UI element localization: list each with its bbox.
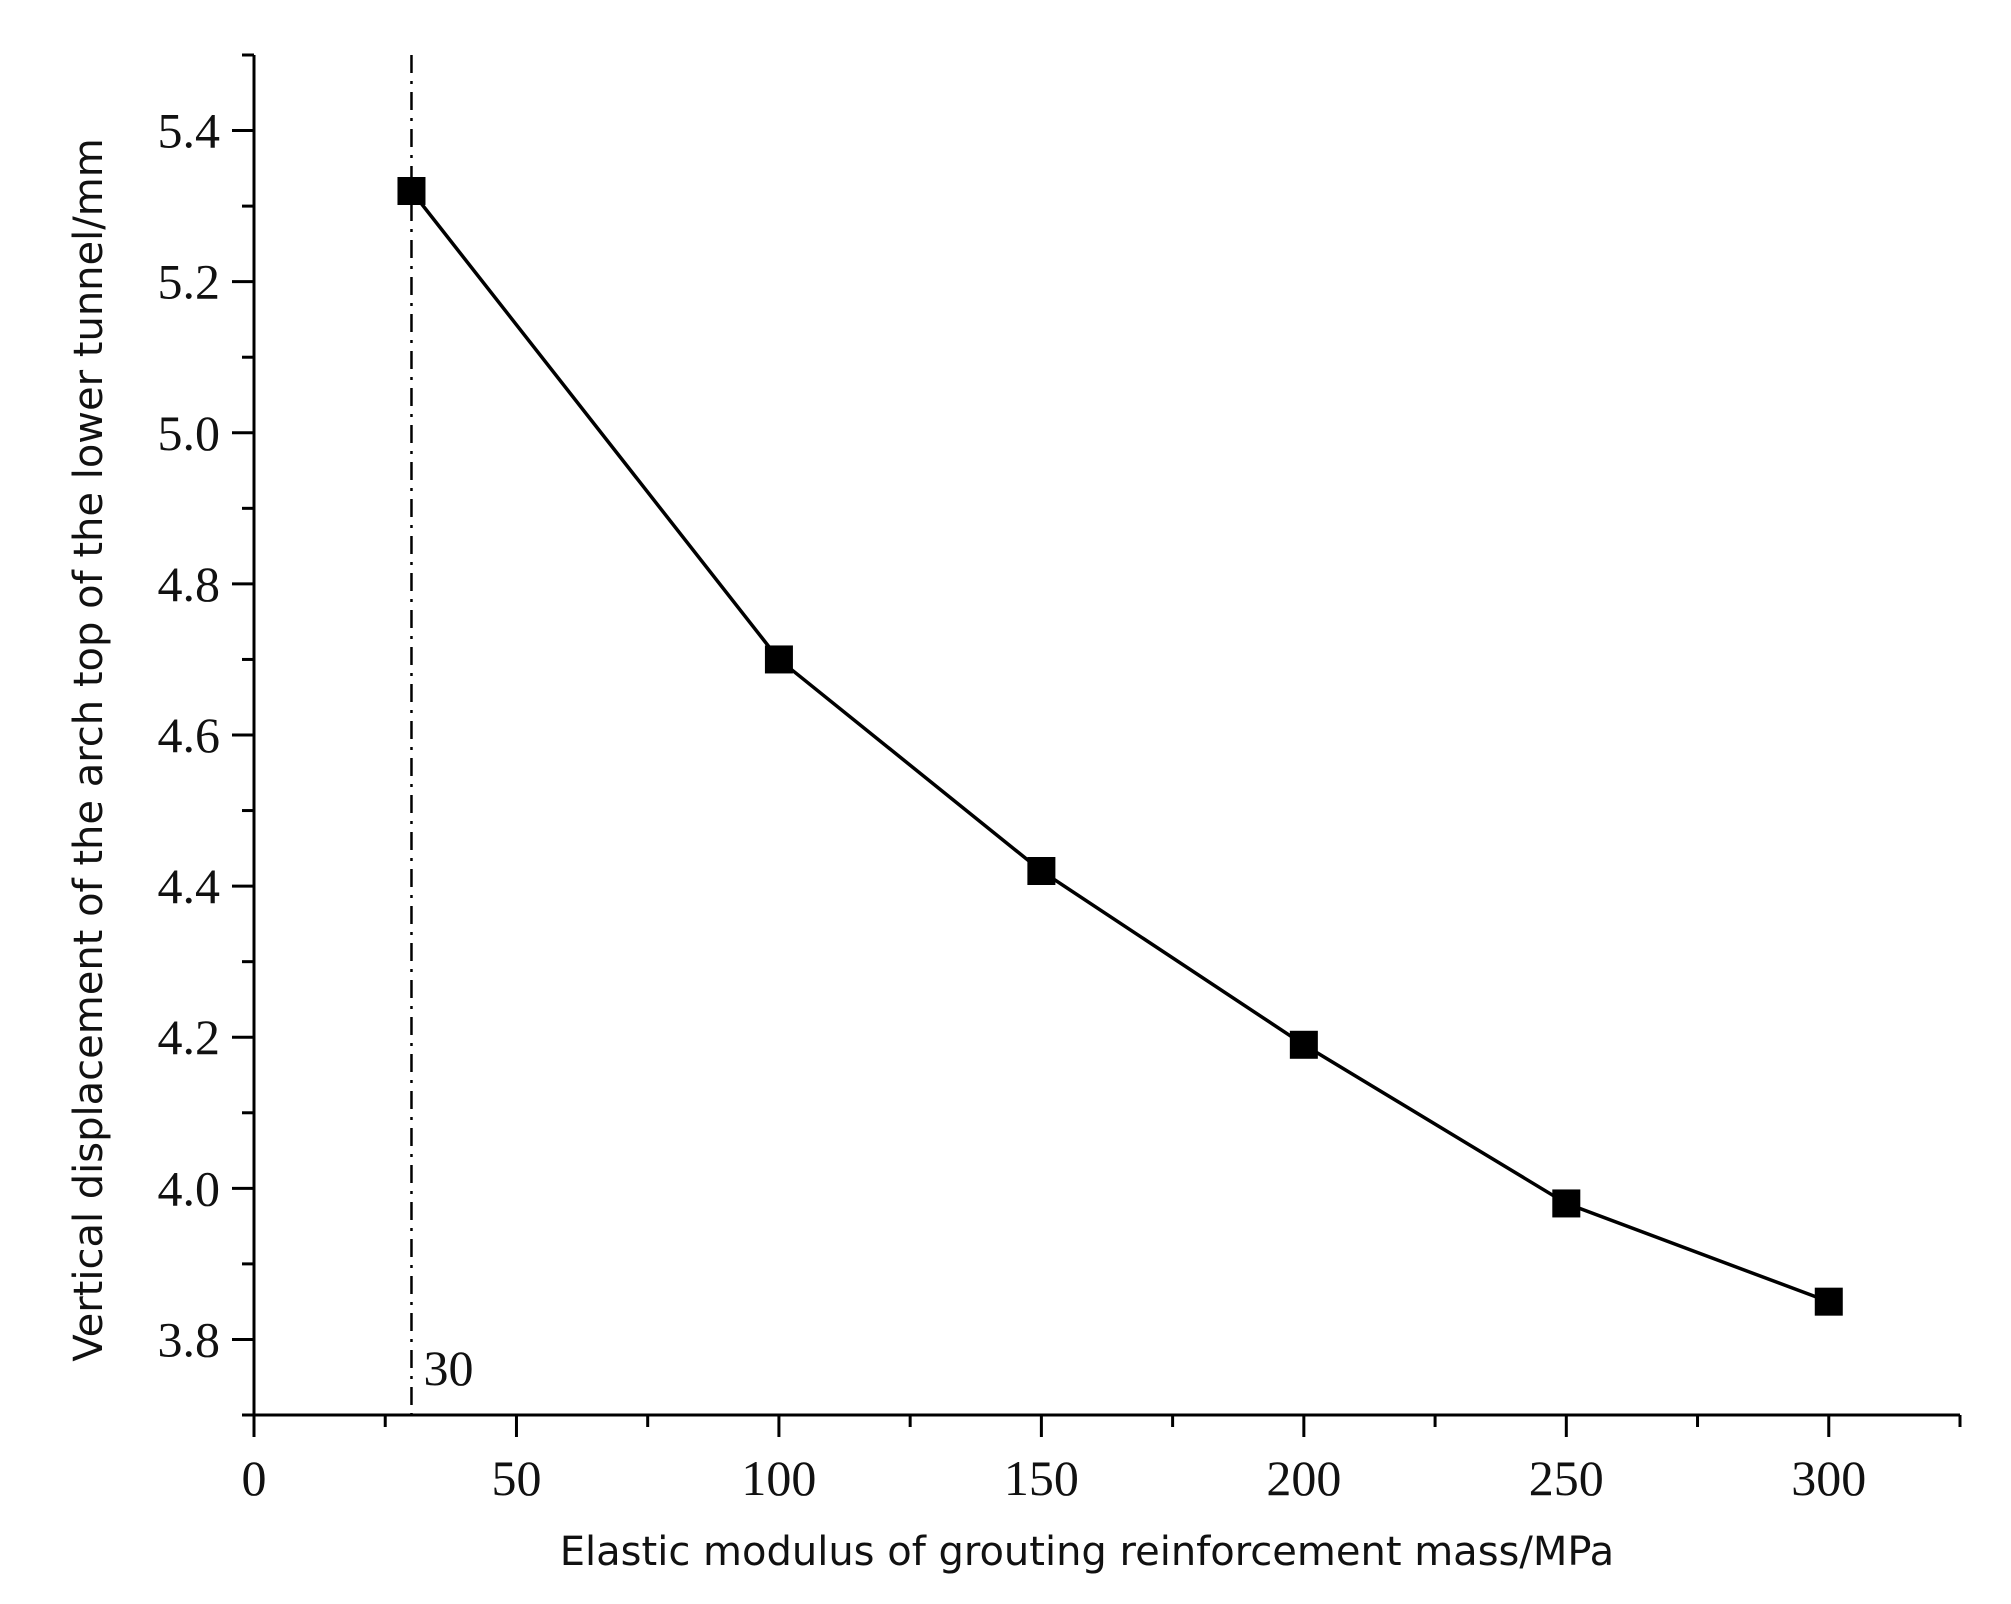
y-tick-label: 3.8 xyxy=(158,1311,221,1367)
data-point-marker xyxy=(1552,1189,1581,1218)
y-tick-label: 5.4 xyxy=(158,103,221,159)
x-tick-label: 150 xyxy=(1004,1450,1079,1506)
y-tick-label: 4.6 xyxy=(158,707,221,763)
data-point-marker xyxy=(764,645,793,674)
x-tick-label: 0 xyxy=(242,1450,267,1506)
x-axis-label: Elastic modulus of grouting reinforcemen… xyxy=(560,1529,1614,1575)
data-point-marker xyxy=(1289,1030,1318,1059)
y-tick-label: 4.8 xyxy=(158,556,221,612)
x-tick-label: 100 xyxy=(741,1450,816,1506)
x-tick-label: 300 xyxy=(1791,1450,1866,1506)
x-tick-label: 250 xyxy=(1529,1450,1604,1506)
y-tick-label: 5.2 xyxy=(158,254,221,310)
x-tick-label: 200 xyxy=(1266,1450,1341,1506)
y-tick-label: 4.0 xyxy=(158,1160,221,1216)
data-point-marker xyxy=(397,177,426,205)
data-point-marker xyxy=(1814,1287,1843,1316)
data-point-marker xyxy=(1027,857,1056,885)
series-line xyxy=(410,189,1830,1304)
y-tick-label: 5.0 xyxy=(158,405,221,461)
y-tick-label: 4.4 xyxy=(158,858,221,914)
y-axis-label: Vertical displacement of the arch top of… xyxy=(66,138,112,1361)
reference-line-label: 30 xyxy=(423,1340,473,1396)
x-tick-label: 50 xyxy=(491,1450,541,1506)
y-tick-label: 4.2 xyxy=(158,1009,221,1065)
